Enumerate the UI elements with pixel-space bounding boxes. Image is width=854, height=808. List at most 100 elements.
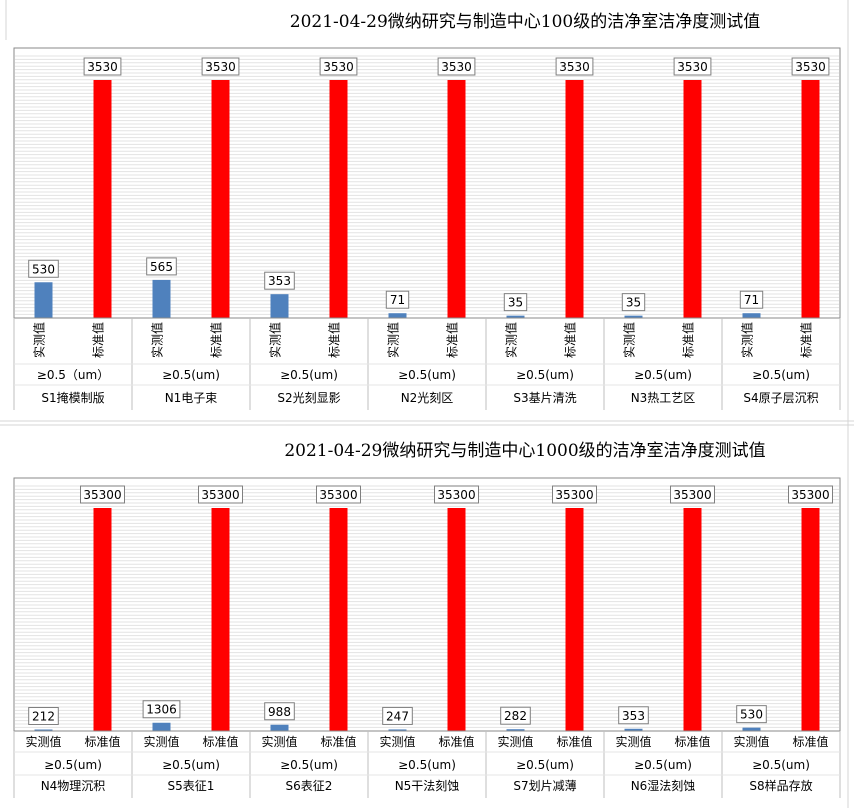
bar-standard	[329, 80, 348, 318]
tick-label-area: N1电子束	[165, 391, 218, 405]
bar-measured	[506, 315, 525, 318]
data-label-standard: 3530	[205, 60, 236, 74]
data-label-standard-box	[673, 57, 712, 76]
tick-label-size: ≥0.5(um)	[280, 368, 338, 382]
data-label-measured-box	[264, 702, 295, 721]
tick-label-area: S4原子层沉积	[743, 391, 818, 405]
tick-label-size: ≥0.5(um)	[398, 368, 456, 382]
bar-standard	[447, 80, 466, 318]
data-label-measured: 35	[508, 296, 523, 310]
data-label-standard-box	[552, 485, 597, 504]
tick-label-area: N4物理沉积	[41, 779, 106, 793]
tick-label-area: S1掩模制版	[41, 391, 104, 405]
data-label-measured-box	[621, 293, 646, 312]
tick-label-measured: 实测值	[150, 322, 165, 358]
tick-label-size: ≥0.5(um)	[398, 758, 456, 772]
data-label-measured: 71	[390, 293, 405, 307]
data-label-standard: 3530	[795, 60, 826, 74]
data-label-measured: 353	[268, 274, 291, 288]
data-label-measured-box	[503, 293, 528, 312]
tick-label-standard: 标准值	[91, 322, 106, 358]
tick-label-measured: 实测值	[740, 322, 755, 358]
tick-label-measured: 实测值	[622, 322, 637, 358]
data-label-measured: 71	[744, 293, 759, 307]
tick-label-measured: 实测值	[615, 734, 651, 749]
bar-standard	[565, 80, 584, 318]
tick-label-standard: 标准值	[563, 322, 578, 358]
data-label-standard: 35300	[555, 488, 593, 502]
tick-label-area: N3热工艺区	[631, 391, 696, 405]
data-label-measured: 35	[626, 296, 641, 310]
data-label-measured-box	[28, 707, 59, 725]
data-label-measured-box	[142, 700, 181, 719]
bar-standard	[801, 80, 820, 318]
tick-label-area: N5干法刻蚀	[395, 779, 460, 793]
category-axis: 实测值 标准值 ≥0.5（um） S1掩模制版 实测值 标准值 ≥0.5(um) N1电子束 实…	[13, 317, 841, 410]
data-label-standard: 35300	[319, 488, 357, 502]
tick-label-measured: 实测值	[733, 734, 769, 749]
data-label-standard-box	[434, 485, 479, 504]
data-label-standard: 35300	[791, 488, 829, 502]
bar-measured	[506, 729, 525, 731]
tick-label-size: ≥0.5(um)	[516, 368, 574, 382]
tick-label-measured: 实测值	[504, 322, 519, 358]
tick-label-area: S3基片清洗	[513, 391, 576, 405]
tick-label-area: S8样品存放	[749, 778, 812, 793]
data-label-standard: 35300	[83, 488, 121, 502]
bar-measured	[624, 315, 643, 318]
bar-measured	[152, 722, 171, 731]
bar-measured	[388, 313, 407, 318]
data-label-measured-box	[385, 290, 410, 309]
data-label-standard: 3530	[559, 60, 590, 74]
chart-title: 2021-04-29微纳研究与制造中心1000级的洁净室洁净度测试值	[284, 441, 765, 461]
tick-label-size: ≥0.5(um)	[162, 368, 220, 382]
data-label-standard: 35300	[437, 488, 475, 502]
data-label-standard-box	[201, 57, 240, 76]
tick-label-area: N6湿法刻蚀	[631, 778, 696, 793]
category-axis: 实测值 标准值 ≥0.5(um) N4物理沉积 实测值 标准值 ≥0.5(um) S5表征1 实…	[13, 730, 841, 798]
bars: 530 3530 565 3530 353 3530 71 3530 35 3530 35 3530 7…	[28, 57, 830, 318]
data-label-standard-box	[198, 485, 243, 504]
tick-label-measured: 实测值	[25, 734, 61, 749]
tick-label-standard: 标准值	[320, 734, 356, 749]
data-label-measured-box	[382, 706, 413, 725]
bar-measured	[742, 727, 761, 731]
data-label-measured: 530	[740, 708, 763, 722]
tick-label-size: ≥0.5(um)	[162, 758, 220, 772]
tick-label-measured: 实测值	[268, 322, 283, 358]
bar-measured	[624, 728, 643, 731]
data-label-measured: 565	[150, 260, 173, 274]
tick-label-standard: 标准值	[556, 734, 592, 749]
bar-standard	[211, 508, 230, 731]
bar-measured	[742, 313, 761, 318]
tick-label-standard: 标准值	[209, 322, 224, 358]
cleanroom-100-class-chart: 2021-04-29微纳研究与制造中心100级的洁净室洁净度测试值 530353…	[13, 12, 841, 410]
data-label-standard: 3530	[323, 60, 354, 74]
data-label-measured: 1306	[146, 703, 177, 717]
cleanroom-1000-class-chart: 2021-04-29微纳研究与制造中心1000级的洁净室洁净度测试值 212 35…	[13, 441, 841, 798]
bar-standard	[329, 508, 348, 731]
bar-measured	[388, 729, 407, 731]
data-label-standard-box	[83, 57, 122, 76]
tick-label-size: ≥0.5(um)	[752, 758, 810, 772]
data-label-measured: 212	[32, 710, 55, 724]
data-label-standard-box	[437, 57, 476, 76]
bar-standard	[683, 80, 702, 318]
data-label-measured-box	[736, 705, 767, 724]
bar-measured	[34, 729, 53, 731]
data-label-measured: 530	[32, 262, 55, 276]
bar-standard	[447, 508, 466, 731]
tick-label-standard: 标准值	[792, 734, 828, 749]
tick-label-measured: 实测值	[143, 734, 179, 749]
tick-label-size: ≥0.5(um)	[516, 758, 574, 772]
data-label-standard: 3530	[441, 60, 472, 74]
tick-label-standard: 标准值	[202, 734, 238, 749]
tick-label-measured: 实测值	[386, 322, 401, 358]
tick-label-size: ≥0.5(um)	[44, 758, 102, 772]
bar-standard	[93, 508, 112, 731]
data-label-measured-box	[28, 259, 59, 278]
data-label-measured-box	[500, 706, 531, 725]
tick-label-standard: 标准值	[445, 322, 460, 358]
data-label-standard: 35300	[673, 488, 711, 502]
data-label-standard-box	[791, 57, 830, 76]
